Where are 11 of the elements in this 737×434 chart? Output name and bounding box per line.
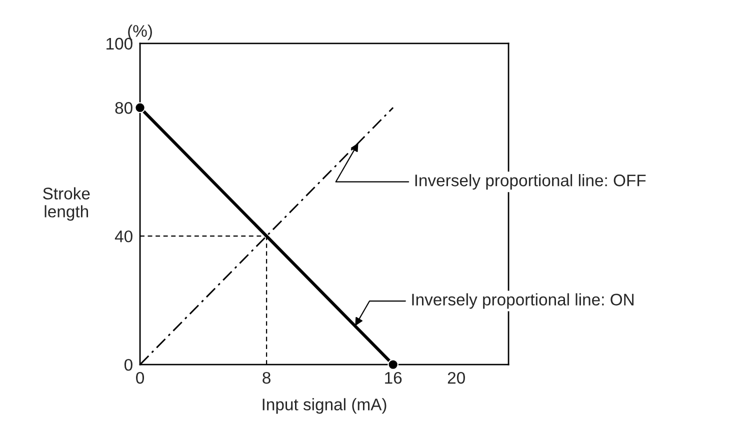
annotation: Inversely proportional line: ON	[412, 293, 634, 309]
y-tick-label: 40	[114, 230, 132, 242]
x-tick-label: 0	[136, 372, 144, 384]
x-tick-label: 20	[448, 372, 465, 384]
annotation: Inversely proportional line: OFF	[415, 174, 646, 190]
y-axis-title: Stroke length	[43, 187, 90, 221]
x-tick-label: 16	[385, 372, 402, 384]
x-tick-label: 8	[262, 372, 270, 384]
x-axis-title: Input signal (mA)	[262, 398, 386, 414]
y-tick-label: 0	[124, 358, 132, 371]
y-tick-label: 80	[115, 102, 132, 114]
